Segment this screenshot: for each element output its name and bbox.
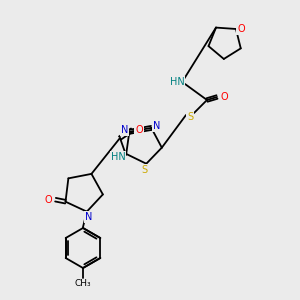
Text: HN: HN: [169, 77, 184, 87]
Text: O: O: [135, 125, 143, 135]
Text: O: O: [45, 195, 52, 205]
Text: CH₃: CH₃: [75, 280, 91, 289]
Text: O: O: [220, 92, 228, 102]
Text: N: N: [85, 212, 92, 222]
Text: HN: HN: [111, 152, 125, 162]
Text: S: S: [141, 165, 147, 175]
Text: S: S: [187, 112, 193, 122]
Text: O: O: [237, 24, 245, 34]
Text: N: N: [153, 121, 160, 131]
Text: N: N: [121, 125, 128, 135]
